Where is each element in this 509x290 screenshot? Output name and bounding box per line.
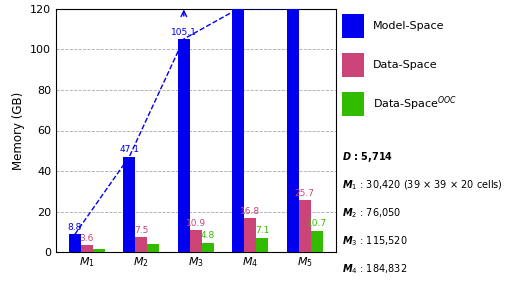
Text: 105.1: 105.1 xyxy=(171,28,196,37)
Text: 8.8: 8.8 xyxy=(68,223,82,232)
Text: 16.8: 16.8 xyxy=(240,207,260,216)
Text: 10.9: 10.9 xyxy=(185,219,206,228)
Bar xyxy=(286,9,298,252)
Text: $\boldsymbol{M}_2$ : 76,050: $\boldsymbol{M}_2$ : 76,050 xyxy=(342,206,401,220)
Bar xyxy=(178,39,189,252)
Bar xyxy=(310,231,322,252)
Bar xyxy=(244,218,256,252)
Bar xyxy=(93,249,104,252)
Text: $\boldsymbol{M}_1$ : 30,420 (39 × 39 × 20 cells): $\boldsymbol{M}_1$ : 30,420 (39 × 39 × 2… xyxy=(342,178,502,192)
Bar xyxy=(202,242,213,252)
Text: Data-Space: Data-Space xyxy=(372,60,437,70)
Bar xyxy=(256,238,268,252)
Text: $\boldsymbol{D}$ : 5,714: $\boldsymbol{D}$ : 5,714 xyxy=(342,150,392,164)
Text: 3.6: 3.6 xyxy=(79,233,94,242)
Text: $\boldsymbol{M}_4$ : 184,832: $\boldsymbol{M}_4$ : 184,832 xyxy=(342,262,407,276)
Text: 10.7: 10.7 xyxy=(306,219,326,228)
FancyBboxPatch shape xyxy=(342,92,363,116)
Text: 7.5: 7.5 xyxy=(134,226,148,235)
Text: 7.1: 7.1 xyxy=(254,226,269,235)
Bar xyxy=(69,234,80,252)
FancyBboxPatch shape xyxy=(342,52,363,77)
Text: $\boldsymbol{M}_3$ : 115,520: $\boldsymbol{M}_3$ : 115,520 xyxy=(342,234,407,248)
Text: 25.7: 25.7 xyxy=(294,189,314,198)
Text: Model-Space: Model-Space xyxy=(372,21,443,31)
Bar xyxy=(123,157,135,252)
Bar xyxy=(147,244,159,252)
Bar xyxy=(189,230,202,252)
Text: 4.8: 4.8 xyxy=(201,231,214,240)
Y-axis label: Memory (GB): Memory (GB) xyxy=(12,91,24,170)
Bar xyxy=(232,9,244,252)
Text: 47.1: 47.1 xyxy=(119,145,139,154)
FancyBboxPatch shape xyxy=(342,14,363,38)
Bar xyxy=(80,245,93,252)
Text: Data-Space$^{OOC}$: Data-Space$^{OOC}$ xyxy=(372,95,456,113)
Bar xyxy=(298,200,310,252)
Bar xyxy=(135,237,147,252)
